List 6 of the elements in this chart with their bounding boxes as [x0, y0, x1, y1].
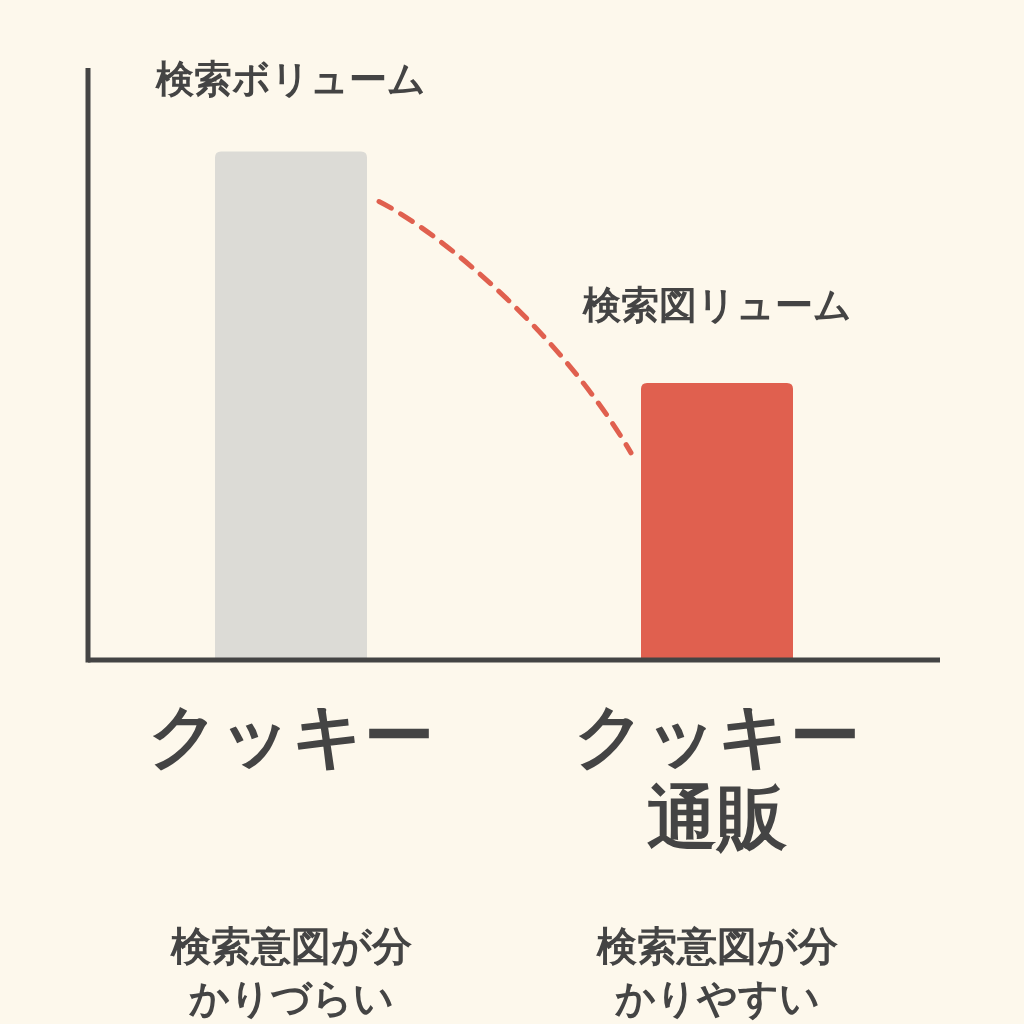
text: 検索意図が分かりづらい [169, 923, 412, 1021]
x-tick-label: クッキー [148, 695, 434, 777]
annotation: 検索ボリューム [155, 56, 426, 101]
annotation: 検索図リューム [581, 282, 852, 327]
x-tick-label: クッキー通販 [574, 695, 860, 859]
text: 検索意図が分かりやすい [595, 923, 838, 1021]
